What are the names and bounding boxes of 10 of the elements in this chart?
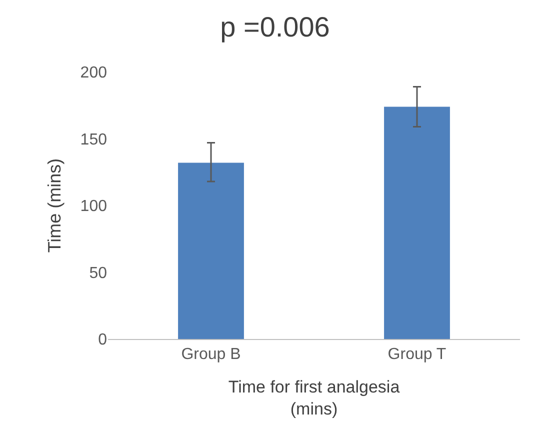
- y-tick-label: 0: [98, 332, 108, 349]
- x-tick-label: Group T: [388, 346, 446, 364]
- y-tick-label: 50: [89, 264, 108, 282]
- y-axis-title: Time (mins): [44, 158, 64, 253]
- x-axis-title: Time for first analgesia (mins): [228, 378, 400, 419]
- x-tick-label: Group B: [181, 346, 241, 364]
- y-tick-label: 200: [80, 64, 108, 82]
- chart-title: p =0.006: [220, 12, 330, 43]
- y-tick-label: 150: [80, 131, 108, 148]
- y-tick-label: 100: [80, 198, 108, 216]
